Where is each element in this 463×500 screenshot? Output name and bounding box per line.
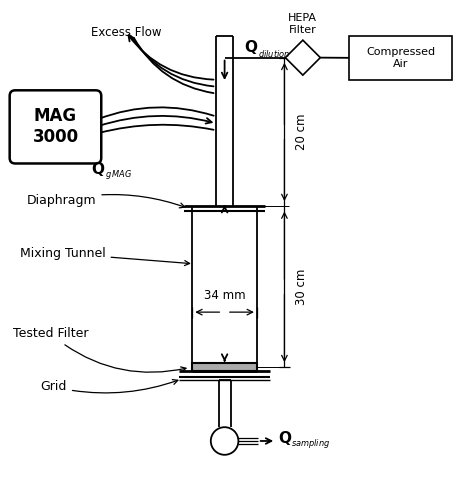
FancyArrowPatch shape xyxy=(134,38,213,93)
Text: Compressed
Air: Compressed Air xyxy=(366,47,435,68)
Text: $_{dilution}$: $_{dilution}$ xyxy=(258,46,290,59)
Text: Diaphragm: Diaphragm xyxy=(27,194,185,208)
Text: $_{sampling}$: $_{sampling}$ xyxy=(291,437,330,450)
FancyBboxPatch shape xyxy=(10,90,101,164)
Text: Mixing Tunnel: Mixing Tunnel xyxy=(20,247,190,266)
Text: 20 cm: 20 cm xyxy=(294,114,307,150)
FancyArrowPatch shape xyxy=(131,36,213,86)
Polygon shape xyxy=(285,40,320,75)
Text: $_{g\,MAG}$: $_{g\,MAG}$ xyxy=(105,168,132,182)
FancyBboxPatch shape xyxy=(349,36,452,80)
FancyArrowPatch shape xyxy=(98,116,212,126)
Text: 34 mm: 34 mm xyxy=(204,289,245,302)
Text: $\mathbf{Q}$: $\mathbf{Q}$ xyxy=(244,38,258,56)
Circle shape xyxy=(211,427,238,455)
Text: 30 cm: 30 cm xyxy=(294,268,307,305)
FancyArrowPatch shape xyxy=(98,108,213,119)
FancyArrowPatch shape xyxy=(99,124,213,133)
Text: Excess Flow: Excess Flow xyxy=(91,26,162,39)
Text: Tested Filter: Tested Filter xyxy=(13,328,186,372)
Text: $\mathbf{Q}$: $\mathbf{Q}$ xyxy=(91,160,106,178)
Text: $\mathbf{Q}$: $\mathbf{Q}$ xyxy=(278,429,293,447)
Text: Grid: Grid xyxy=(40,380,178,394)
Bar xyxy=(193,363,257,372)
Text: HEPA
Filter: HEPA Filter xyxy=(288,13,317,34)
Text: MAG
3000: MAG 3000 xyxy=(32,108,79,146)
